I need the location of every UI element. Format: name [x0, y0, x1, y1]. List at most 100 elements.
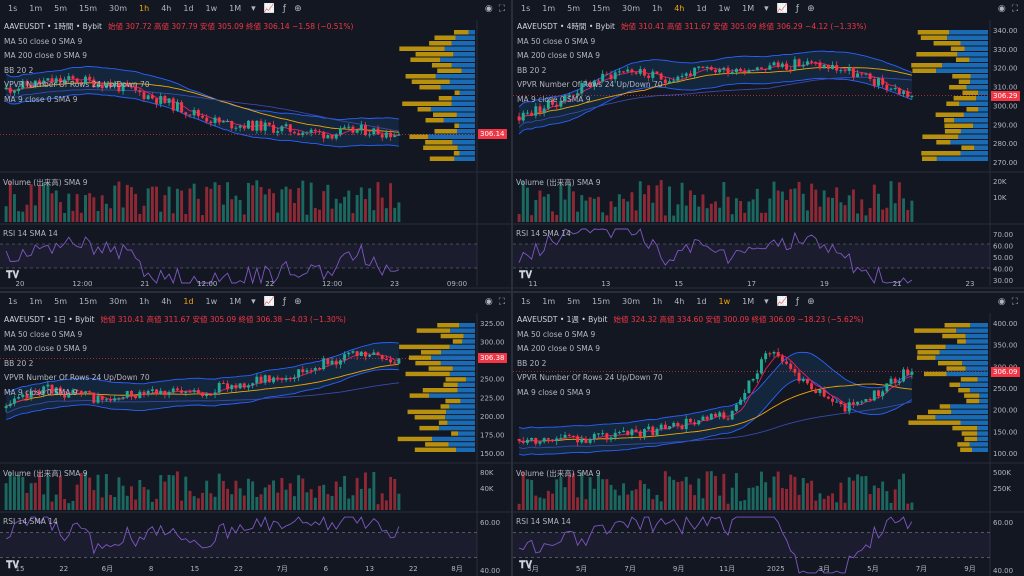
timeframe-1w[interactable]: 1w [205, 4, 218, 13]
maximize-icon[interactable]: ⛶ [1011, 297, 1018, 307]
timeframe-1m[interactable]: 1m [29, 4, 43, 13]
timeframe-1h[interactable]: 1h [139, 4, 150, 13]
timeframe-5m[interactable]: 5m [54, 297, 68, 306]
timeframe-1M[interactable]: 1M [229, 297, 242, 306]
timeframe-dropdown-icon[interactable]: ▾ [251, 297, 256, 307]
timeframe-dropdown-icon[interactable]: ▾ [251, 4, 256, 14]
indicators-icon[interactable]: ƒ [795, 4, 800, 14]
camera-icon[interactable]: ◉ [997, 297, 1006, 307]
chart-pane-p1[interactable]: 1s 1m 5m 15m 30m 1h 4h 1d 1w 1M ▾ 📈 ƒ ⊕ ◉ ⛶ 20 12:00 21 12:… [0, 0, 511, 291]
indicators-icon[interactable]: ƒ [795, 297, 800, 307]
timeframe-30m[interactable]: 30m [622, 297, 641, 306]
chart-canvas[interactable]: 340.00 330.00 320.00 310.00 300.00 290.00 280.… [513, 0, 1024, 291]
chart-type-icon[interactable]: 📈 [263, 4, 275, 14]
timeframe-1M[interactable]: 1M [742, 297, 755, 306]
rsi-label[interactable]: RSI 14 SMA 14 [516, 517, 571, 526]
chart-pane-p4[interactable]: 1s 1m 5m 15m 30m 1h 4h 1d 1w 1M ▾ 📈 ƒ ⊕ ◉ ⛶ 400.00 350.00… [513, 293, 1024, 576]
chart-canvas[interactable]: 400.00350.00300.00250.00200.00150.00100.… [513, 293, 1024, 576]
timeframe-1d[interactable]: 1d [696, 297, 707, 306]
rsi-label[interactable]: RSI 14 SMA 14 [3, 229, 58, 238]
symbol-title[interactable]: AAVEUSDT • 1週 • Bybit [517, 315, 608, 324]
timeframe-1h[interactable]: 1h [652, 297, 663, 306]
indicator-label[interactable]: BB 20 2 [4, 358, 34, 368]
timeframe-4h[interactable]: 4h [674, 4, 685, 13]
indicator-label[interactable]: BB 20 2 [4, 65, 34, 75]
camera-icon[interactable]: ◉ [484, 4, 493, 14]
indicator-label[interactable]: VPVR Number Of Rows 24 Up/Down 70 [4, 373, 150, 382]
indicator-label[interactable]: MA 200 close 0 SMA 9 [517, 51, 601, 60]
compare-icon[interactable]: ⊕ [807, 297, 815, 307]
compare-icon[interactable]: ⊕ [807, 4, 815, 14]
tradingview-logo-icon[interactable]: 𝐓𝐕 [519, 560, 533, 571]
indicator-label[interactable]: VPVR Number Of Rows 24 Up/Down 70 [4, 80, 150, 89]
volume-label[interactable]: Volume (出来高) SMA 9 [516, 178, 601, 187]
timeframe-1w[interactable]: 1w [205, 297, 218, 306]
timeframe-1h[interactable]: 1h [139, 297, 150, 306]
indicator-label[interactable]: MA 9 close 0 SMA 9 [4, 387, 78, 397]
timeframe-4h[interactable]: 4h [161, 297, 172, 306]
timeframe-1m[interactable]: 1m [542, 4, 556, 13]
timeframe-1s[interactable]: 1s [8, 4, 18, 13]
timeframe-15m[interactable]: 15m [79, 4, 98, 13]
tradingview-logo-icon[interactable]: 𝐓𝐕 [6, 560, 20, 571]
timeframe-4h[interactable]: 4h [161, 4, 172, 13]
rsi-label[interactable]: RSI 14 SMA 14 [516, 229, 571, 238]
timeframe-30m[interactable]: 30m [622, 4, 641, 13]
rsi-label[interactable]: RSI 14 SMA 14 [3, 517, 58, 526]
indicators-icon[interactable]: ƒ [282, 297, 287, 307]
timeframe-1h[interactable]: 1h [652, 4, 663, 13]
timeframe-1s[interactable]: 1s [521, 297, 531, 306]
indicator-label[interactable]: MA 50 close 0 SMA 9 [4, 36, 83, 46]
timeframe-1m[interactable]: 1m [542, 297, 556, 306]
legend-symbol-row[interactable]: AAVEUSDT • 1週 • Bybit 始値 324.32 高値 334.60… [517, 313, 864, 328]
timeframe-4h[interactable]: 4h [674, 297, 685, 306]
timeframe-1M[interactable]: 1M [229, 4, 242, 13]
indicator-label[interactable]: MA 9 close 0 SMA 9 [517, 94, 591, 104]
chart-canvas[interactable]: 325.00300.00275.00250.00225.00200.00175.… [0, 293, 511, 576]
chart-type-icon[interactable]: 📈 [263, 297, 275, 307]
chart-pane-p3[interactable]: 1s 1m 5m 15m 30m 1h 4h 1d 1w 1M ▾ 📈 ƒ ⊕ ◉ ⛶ 325.00 300.00… [0, 293, 511, 576]
timeframe-1s[interactable]: 1s [8, 297, 18, 306]
timeframe-15m[interactable]: 15m [79, 297, 98, 306]
volume-label[interactable]: Volume (出来高) SMA 9 [3, 178, 88, 187]
timeframe-5m[interactable]: 5m [567, 4, 581, 13]
indicator-label[interactable]: MA 50 close 0 SMA 9 [517, 36, 596, 46]
indicator-label[interactable]: VPVR Number Of Rows 24 Up/Down 70 [517, 80, 663, 89]
pane-divider-horizontal[interactable] [0, 291, 1024, 293]
symbol-title[interactable]: AAVEUSDT • 4時間 • Bybit [517, 22, 615, 31]
volume-label[interactable]: Volume (出来高) SMA 9 [3, 469, 88, 478]
legend-symbol-row[interactable]: AAVEUSDT • 1時間 • Bybit 始値 307.72 高値 307.7… [4, 20, 353, 35]
tradingview-logo-icon[interactable]: 𝐓𝐕 [6, 270, 20, 281]
timeframe-1s[interactable]: 1s [521, 4, 531, 13]
timeframe-1d[interactable]: 1d [183, 297, 194, 306]
timeframe-5m[interactable]: 5m [54, 4, 68, 13]
maximize-icon[interactable]: ⛶ [1011, 4, 1018, 14]
camera-icon[interactable]: ◉ [484, 297, 493, 307]
indicator-label[interactable]: BB 20 2 [517, 65, 547, 75]
indicator-label[interactable]: MA 200 close 0 SMA 9 [4, 344, 88, 353]
indicator-label[interactable]: VPVR Number Of Rows 24 Up/Down 70 [517, 373, 663, 382]
timeframe-1d[interactable]: 1d [183, 4, 194, 13]
pane-divider-vertical[interactable] [511, 0, 513, 576]
timeframe-1m[interactable]: 1m [29, 297, 43, 306]
chart-type-icon[interactable]: 📈 [776, 297, 788, 307]
maximize-icon[interactable]: ⛶ [498, 4, 505, 14]
timeframe-dropdown-icon[interactable]: ▾ [764, 4, 769, 14]
chart-pane-p2[interactable]: 1s 1m 5m 15m 30m 1h 4h 1d 1w 1M ▾ 📈 ƒ ⊕ ◉ ⛶ 340.00 330.00… [513, 0, 1024, 291]
legend-symbol-row[interactable]: AAVEUSDT • 4時間 • Bybit 始値 310.41 高値 311.6… [517, 20, 866, 35]
chart-type-icon[interactable]: 📈 [776, 4, 788, 14]
indicator-label[interactable]: BB 20 2 [517, 358, 547, 368]
legend-symbol-row[interactable]: AAVEUSDT • 1日 • Bybit 始値 310.41 高値 311.67… [4, 313, 346, 328]
volume-label[interactable]: Volume (出来高) SMA 9 [516, 469, 601, 478]
camera-icon[interactable]: ◉ [997, 4, 1006, 14]
indicators-icon[interactable]: ƒ [282, 4, 287, 14]
compare-icon[interactable]: ⊕ [294, 4, 302, 14]
tradingview-logo-icon[interactable]: 𝐓𝐕 [519, 270, 533, 281]
indicator-label[interactable]: MA 9 close 0 SMA 9 [517, 387, 591, 397]
maximize-icon[interactable]: ⛶ [498, 297, 505, 307]
timeframe-dropdown-icon[interactable]: ▾ [764, 297, 769, 307]
indicator-label[interactable]: MA 50 close 0 SMA 9 [4, 329, 83, 339]
timeframe-15m[interactable]: 15m [592, 297, 611, 306]
timeframe-1d[interactable]: 1d [696, 4, 707, 13]
compare-icon[interactable]: ⊕ [294, 297, 302, 307]
